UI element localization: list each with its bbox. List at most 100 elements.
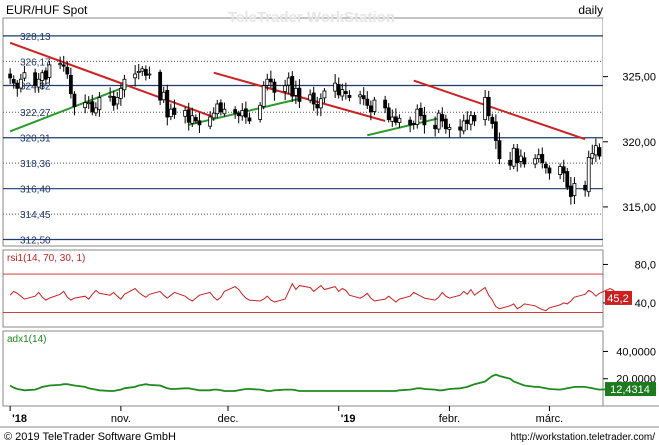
candle-body — [572, 183, 577, 196]
level-label: 314,45 — [20, 210, 51, 221]
candle-body — [315, 104, 320, 109]
candle-body — [347, 94, 352, 98]
candle-body — [433, 124, 438, 130]
level-label: 326,17 — [20, 57, 51, 68]
time-axis-label: márc. — [536, 413, 564, 425]
rsi-axis-label: 80,0 — [635, 259, 656, 271]
candle-body — [243, 108, 248, 118]
time-axis-label: febr. — [439, 413, 460, 425]
candle-body — [68, 74, 73, 94]
red-trendline — [9, 41, 215, 118]
rsi-last-value-badge — [605, 290, 632, 305]
candle-body — [497, 140, 502, 160]
candle-body — [265, 78, 270, 86]
candle-body — [411, 123, 416, 125]
candle-body — [483, 97, 488, 121]
level-label: 312,50 — [20, 235, 51, 246]
candle-body — [322, 90, 327, 99]
candle-body — [33, 72, 38, 87]
candle-body — [93, 107, 98, 114]
candle-body — [83, 102, 88, 109]
candle-body — [586, 157, 591, 193]
candle-body — [593, 145, 598, 156]
candle-body — [393, 116, 398, 123]
adx-last-value-badge — [605, 382, 656, 397]
candle-body — [565, 171, 570, 188]
level-label: 318,36 — [20, 159, 51, 170]
rsi-axis: 80,0 40,0 45,2 — [603, 259, 656, 310]
candle-body — [183, 110, 188, 117]
candle-body — [493, 121, 498, 141]
candle-body — [211, 112, 216, 119]
red-trendline — [413, 79, 586, 141]
candle-body — [408, 119, 413, 126]
candle-body — [247, 117, 252, 122]
candle-body — [43, 70, 48, 80]
price-panel: 328,13326,17324,32322,27320,31318,36316,… — [2, 17, 620, 247]
candle-body — [361, 95, 366, 100]
candle-body — [311, 92, 316, 105]
candle-body — [168, 108, 173, 118]
candle-body — [472, 115, 477, 122]
candle-body — [518, 155, 523, 162]
candle-body — [208, 116, 213, 127]
candle-body — [386, 107, 391, 121]
price-axis-label: 320,00 — [622, 137, 656, 149]
candle-body — [140, 68, 145, 72]
candle-body — [11, 79, 16, 84]
source-url[interactable]: http://workstation.teletrader.com/ — [510, 432, 655, 443]
candle-body — [61, 64, 66, 67]
candle-body — [540, 154, 545, 164]
candle-body — [186, 109, 191, 123]
rsi-panel: rsi1(14, 70, 30, 1) — [2, 249, 618, 328]
candle-body — [522, 157, 527, 165]
candle-body — [390, 116, 395, 122]
candle-body — [358, 94, 363, 98]
candle-body — [115, 97, 120, 105]
candle-body — [418, 107, 423, 117]
candle-body — [58, 63, 63, 66]
green-trendline — [367, 117, 439, 137]
candle-body — [108, 95, 113, 98]
rsi-last-value: 45,2 — [607, 293, 628, 305]
candle-body — [272, 81, 277, 93]
candle-body — [368, 105, 373, 113]
candle-body — [236, 113, 241, 117]
price-axis-label: 315,00 — [622, 202, 656, 214]
candle-body — [40, 72, 45, 81]
green-trendline — [9, 84, 129, 133]
candle-body — [383, 99, 388, 109]
candle-body — [143, 68, 148, 76]
time-axis: '18 nov. dec. '19 febr. márc. — [9, 406, 564, 425]
candle-body — [490, 116, 495, 124]
copyright: © 2019 TeleTrader Software GmbH — [4, 431, 176, 443]
candle-body — [268, 78, 273, 83]
candle-body — [90, 101, 95, 113]
candle-body — [172, 107, 177, 115]
candle-body — [440, 114, 445, 122]
candle-body — [290, 76, 295, 97]
candle-body — [18, 78, 23, 89]
candle-body — [111, 96, 116, 106]
candle-body — [597, 147, 602, 157]
level-label: 328,13 — [20, 32, 51, 43]
chart-title: EUR/HUF Spot — [6, 3, 88, 17]
candle-body — [511, 147, 516, 167]
candle-body — [461, 120, 466, 132]
candle-body — [8, 73, 13, 79]
candle-body — [147, 73, 152, 76]
candle-body — [215, 103, 220, 115]
candle-body — [308, 94, 313, 101]
candle-body — [190, 115, 195, 124]
candle-body — [543, 163, 548, 169]
candle-body — [297, 87, 302, 102]
adx-last-value: 12,4314 — [610, 384, 650, 396]
candle-body — [258, 104, 263, 120]
candle-body — [22, 72, 27, 79]
rsi-axis-label: 40,0 — [635, 298, 656, 310]
candle-body — [590, 153, 595, 159]
price-axis-label: 325,00 — [622, 72, 656, 84]
candle-body — [372, 99, 377, 112]
